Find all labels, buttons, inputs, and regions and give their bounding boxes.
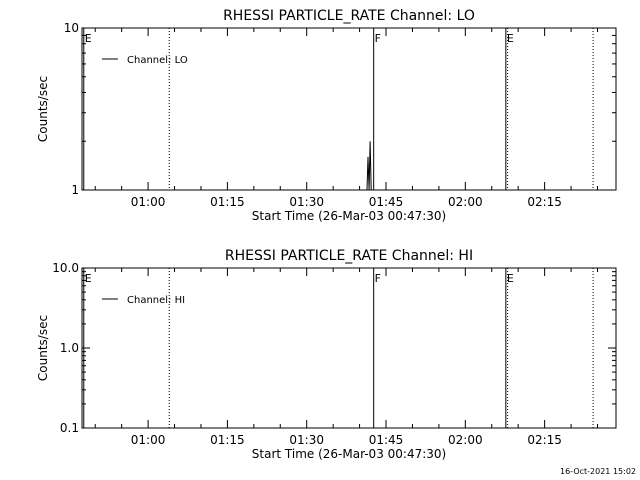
y-axis-label: Counts/sec (36, 76, 50, 142)
x-tick-label: 01:45 (369, 195, 404, 209)
x-axis-label: Start Time (26-Mar-03 00:47:30) (252, 447, 446, 461)
x-axis-label: Start Time (26-Mar-03 00:47:30) (252, 209, 446, 223)
x-tick-label: 02:15 (527, 433, 562, 447)
y-tick-label: 1.0 (60, 341, 79, 355)
event-marker-label: E (85, 272, 92, 285)
y-tick-label: 0.1 (60, 421, 79, 435)
event-marker-label: E (507, 272, 514, 285)
chart-title: RHESSI PARTICLE_RATE Channel: LO (223, 8, 475, 24)
y-tick-label: 10 (64, 21, 79, 35)
x-tick-label: 02:00 (448, 433, 483, 447)
x-tick-label: 02:15 (527, 195, 562, 209)
event-marker-label: E (85, 32, 92, 45)
chart-title: RHESSI PARTICLE_RATE Channel: HI (225, 248, 473, 264)
series-line (365, 141, 372, 191)
x-tick-label: 01:45 (369, 433, 404, 447)
x-tick-label: 02:00 (448, 195, 483, 209)
x-tick-label: 01:15 (210, 195, 245, 209)
x-tick-label: 01:15 (210, 433, 245, 447)
y-tick-label: 1 (71, 183, 79, 197)
x-tick-label: 01:30 (289, 433, 324, 447)
plot-frame (81, 27, 617, 191)
lo-channel-panel: RHESSI PARTICLE_RATE Channel: LO 01:00 01:… (36, 8, 617, 223)
x-tick-label: 01:00 (131, 433, 166, 447)
generation-timestamp: 16-Oct-2021 15:02 (560, 467, 636, 476)
x-tick-label: 01:30 (289, 195, 324, 209)
event-marker-label: E (507, 32, 514, 45)
y-axis-label: Counts/sec (36, 315, 50, 381)
legend-label: Channel: LO (127, 55, 188, 66)
legend-label: Channel: HI (127, 295, 185, 306)
y-tick-label: 10.0 (52, 261, 79, 275)
event-marker-label: F (375, 272, 381, 285)
plot-frame (81, 267, 617, 429)
hi-channel-panel: RHESSI PARTICLE_RATE Channel: HI 01:00 01:… (36, 248, 617, 461)
x-tick-label: 01:00 (131, 195, 166, 209)
event-marker-label: F (375, 32, 381, 45)
